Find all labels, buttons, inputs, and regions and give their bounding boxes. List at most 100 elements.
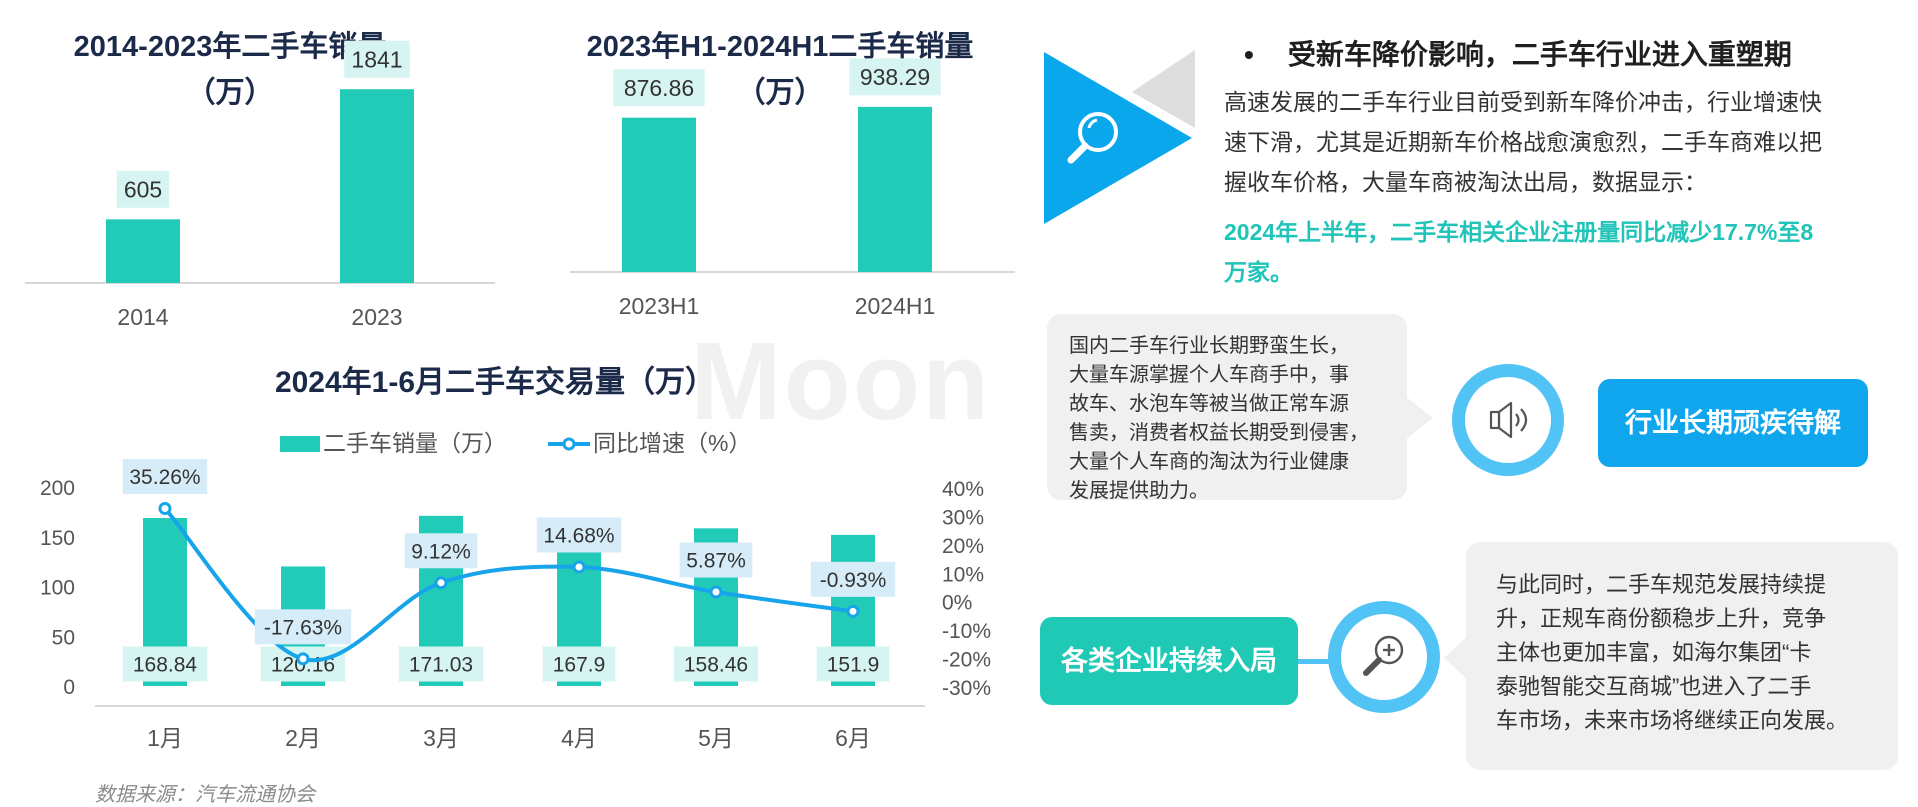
bar [106, 219, 180, 283]
highlight-paragraph: 2024年上半年，二手车相关企业注册量同比减少17.7%至8 万家。 [1224, 212, 1904, 292]
x-tick-label: 2023H1 [619, 293, 700, 319]
line-data-label: 5.87% [686, 550, 746, 573]
bar-data-label: 167.9 [553, 654, 606, 677]
paragraph-line: 高速发展的二手车行业目前受到新车降价冲击，行业增速快 [1224, 89, 1822, 115]
legend-line-marker [562, 437, 576, 451]
line-data-label-bg [679, 542, 753, 578]
magnifier-circle [1328, 601, 1440, 713]
bubble-line: 国内二手车行业长期野蛮生长， [1069, 335, 1349, 357]
y-left-tick: 50 [52, 626, 75, 649]
legend-bar-swatch [280, 436, 320, 452]
chart2-svg: 876.86 2023H1 938.29 2024H1 [570, 58, 1015, 319]
y-right-tick: 0% [942, 592, 972, 615]
connector-line [1298, 659, 1338, 664]
line-data-label: -0.93% [820, 569, 887, 592]
bubble-line: 大量个人车商的淘汰为行业健康 [1069, 451, 1349, 473]
y-right-tick: -20% [942, 649, 991, 672]
highlight-line: 2024年上半年，二手车相关企业注册量同比减少17.7%至8 [1224, 219, 1814, 245]
x-tick-label: 4月 [561, 725, 597, 750]
data-label-bg [116, 170, 170, 208]
bubble-line: 售卖，消费者权益长期受到侵害， [1069, 422, 1369, 444]
bar-data-label-bg [816, 646, 890, 682]
magnifier-plus-icon [1363, 635, 1404, 676]
line-point [434, 576, 448, 590]
search-triangle-graphic [1044, 50, 1195, 224]
data-label: 1841 [351, 46, 402, 72]
highlight-line: 万家。 [1224, 259, 1293, 285]
x-tick-label: 2023 [351, 304, 402, 330]
line-data-label: 35.26% [129, 466, 200, 489]
chart1-title-line1: 2014-2023年二手车销量 [73, 31, 387, 63]
bubble2-pointer [1444, 636, 1468, 680]
line-data-label: 14.68% [543, 525, 614, 548]
bar [858, 106, 932, 272]
chart1-svg: 605 2014 1841 2023 [25, 40, 495, 330]
chart3-title: 2024年1-6月二手车交易量（万） [274, 366, 716, 399]
y-right-tick: 20% [942, 535, 984, 558]
line-data-label-bg [536, 517, 622, 553]
bubble-line: 主体也更加丰富，如海尔集团“卡 [1496, 640, 1812, 665]
pill-industry-issues: 行业长期顽疾待解 [1598, 379, 1868, 467]
bar-data-label: 171.03 [409, 654, 473, 677]
chart2-title-line1: 2023年H1-2024H1二手车销量 [586, 31, 974, 63]
data-label-bg [344, 40, 410, 78]
bubble-line: 升，正规车商份额稳步上升，竞争 [1496, 606, 1827, 631]
bar [622, 117, 696, 272]
y-left-tick: 200 [40, 477, 75, 500]
bar-data-label: 168.84 [133, 654, 198, 677]
x-tick-label: 3月 [423, 725, 459, 750]
bubble-line: 发展提供助力。 [1069, 480, 1209, 502]
data-label: 605 [124, 177, 162, 203]
paragraph-line: 握收车价格，大量车商被淘汰出局，数据显示： [1224, 169, 1707, 195]
bar-data-label: 151.9 [827, 654, 880, 677]
bubble-line: 与此同时，二手车规范发展持续提 [1496, 572, 1827, 597]
y-right-tick: -10% [942, 620, 991, 643]
bar-data-label-bg [122, 646, 208, 682]
bar-data-label-bg [542, 646, 616, 682]
data-label-bg [613, 69, 705, 107]
bubble-line: 大量车源掌握个人车商手中，事 [1069, 364, 1349, 386]
x-tick-label: 5月 [698, 725, 734, 750]
line-data-label: 9.12% [411, 540, 471, 563]
data-label: 938.29 [860, 64, 930, 90]
y-left-tick: 150 [40, 527, 75, 550]
line-data-label-bg [404, 533, 478, 569]
line-point [846, 604, 860, 618]
watermark: Moon [690, 320, 992, 443]
bubble1-pointer [1405, 396, 1433, 440]
chart3-svg: 二手车销量（万） 同比增速（%） 0 50 100 150 200 -30% -20% -10% 0… [40, 430, 991, 750]
line-point [158, 501, 172, 515]
y-right-tick: -30% [942, 677, 991, 700]
x-tick-label: 2014 [117, 304, 168, 330]
x-tick-label: 6月 [835, 725, 871, 750]
bar-data-label-bg [398, 646, 484, 682]
line-data-label-bg [810, 561, 896, 597]
chart2-title-line2: （万） [736, 77, 824, 109]
speech-bubble-entrants: 与此同时，二手车规范发展持续提 升，正规车商份额稳步上升，竞争 主体也更加丰富，… [1466, 542, 1898, 770]
bubble-line: 泰驰智能交互商城”也进入了二手 [1496, 674, 1812, 699]
x-tick-label: 2024H1 [855, 293, 936, 319]
legend-bar-label: 二手车销量（万） [323, 430, 507, 456]
bar-data-label: 158.46 [684, 654, 748, 677]
bubble-line: 车市场，未来市场将继续正向发展。 [1496, 708, 1849, 733]
right-heading: • 受新车降价影响，二手车行业进入重塑期 [1244, 33, 1894, 73]
line-point [709, 585, 723, 599]
x-tick-label: 2月 [285, 725, 321, 750]
heading-text: 受新车降价影响，二手车行业进入重塑期 [1287, 39, 1792, 70]
chart2-title: 2023年H1-2024H1二手车销量 （万） [560, 24, 1000, 116]
paragraph-line: 速下滑，尤其是近期新车价格战愈演愈烈，二手车商难以把 [1224, 129, 1822, 155]
y-right-tick: 30% [942, 506, 984, 529]
bar [340, 89, 414, 283]
data-label: 876.86 [624, 75, 694, 101]
bullet-mark: • [1244, 39, 1254, 70]
data-label-bg [849, 58, 941, 96]
data-source: 数据来源：汽车流通协会 [95, 784, 315, 806]
y-right-tick: 10% [942, 563, 984, 586]
line-data-label-bg [254, 609, 352, 645]
pill-new-entrants: 各类企业持续入局 [1040, 617, 1298, 705]
line-point [572, 560, 586, 574]
bar-data-label-bg [673, 646, 759, 682]
bubble-line: 故车、水泡车等被当做正常车源 [1069, 393, 1349, 415]
search-icon [1067, 112, 1118, 164]
chart1-title: 2014-2023年二手车销量 （万） [60, 24, 400, 116]
